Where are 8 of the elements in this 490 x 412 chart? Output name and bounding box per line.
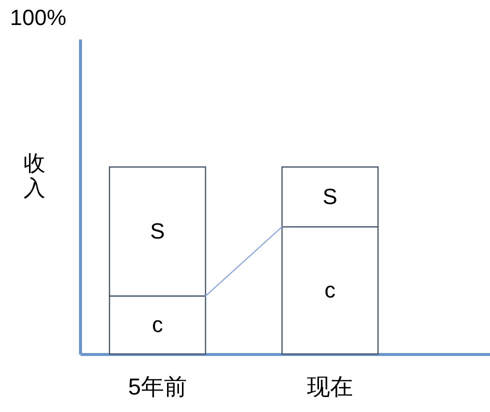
x-tick-label: 5年前	[128, 374, 187, 400]
series-label: S	[322, 184, 338, 209]
y-axis-title: 收入	[24, 150, 46, 200]
text: c	[324, 277, 336, 302]
text: 100%	[10, 5, 66, 30]
series-label: c	[152, 312, 163, 338]
text: S	[150, 218, 165, 244]
x-tick-label: 现在	[307, 374, 354, 400]
